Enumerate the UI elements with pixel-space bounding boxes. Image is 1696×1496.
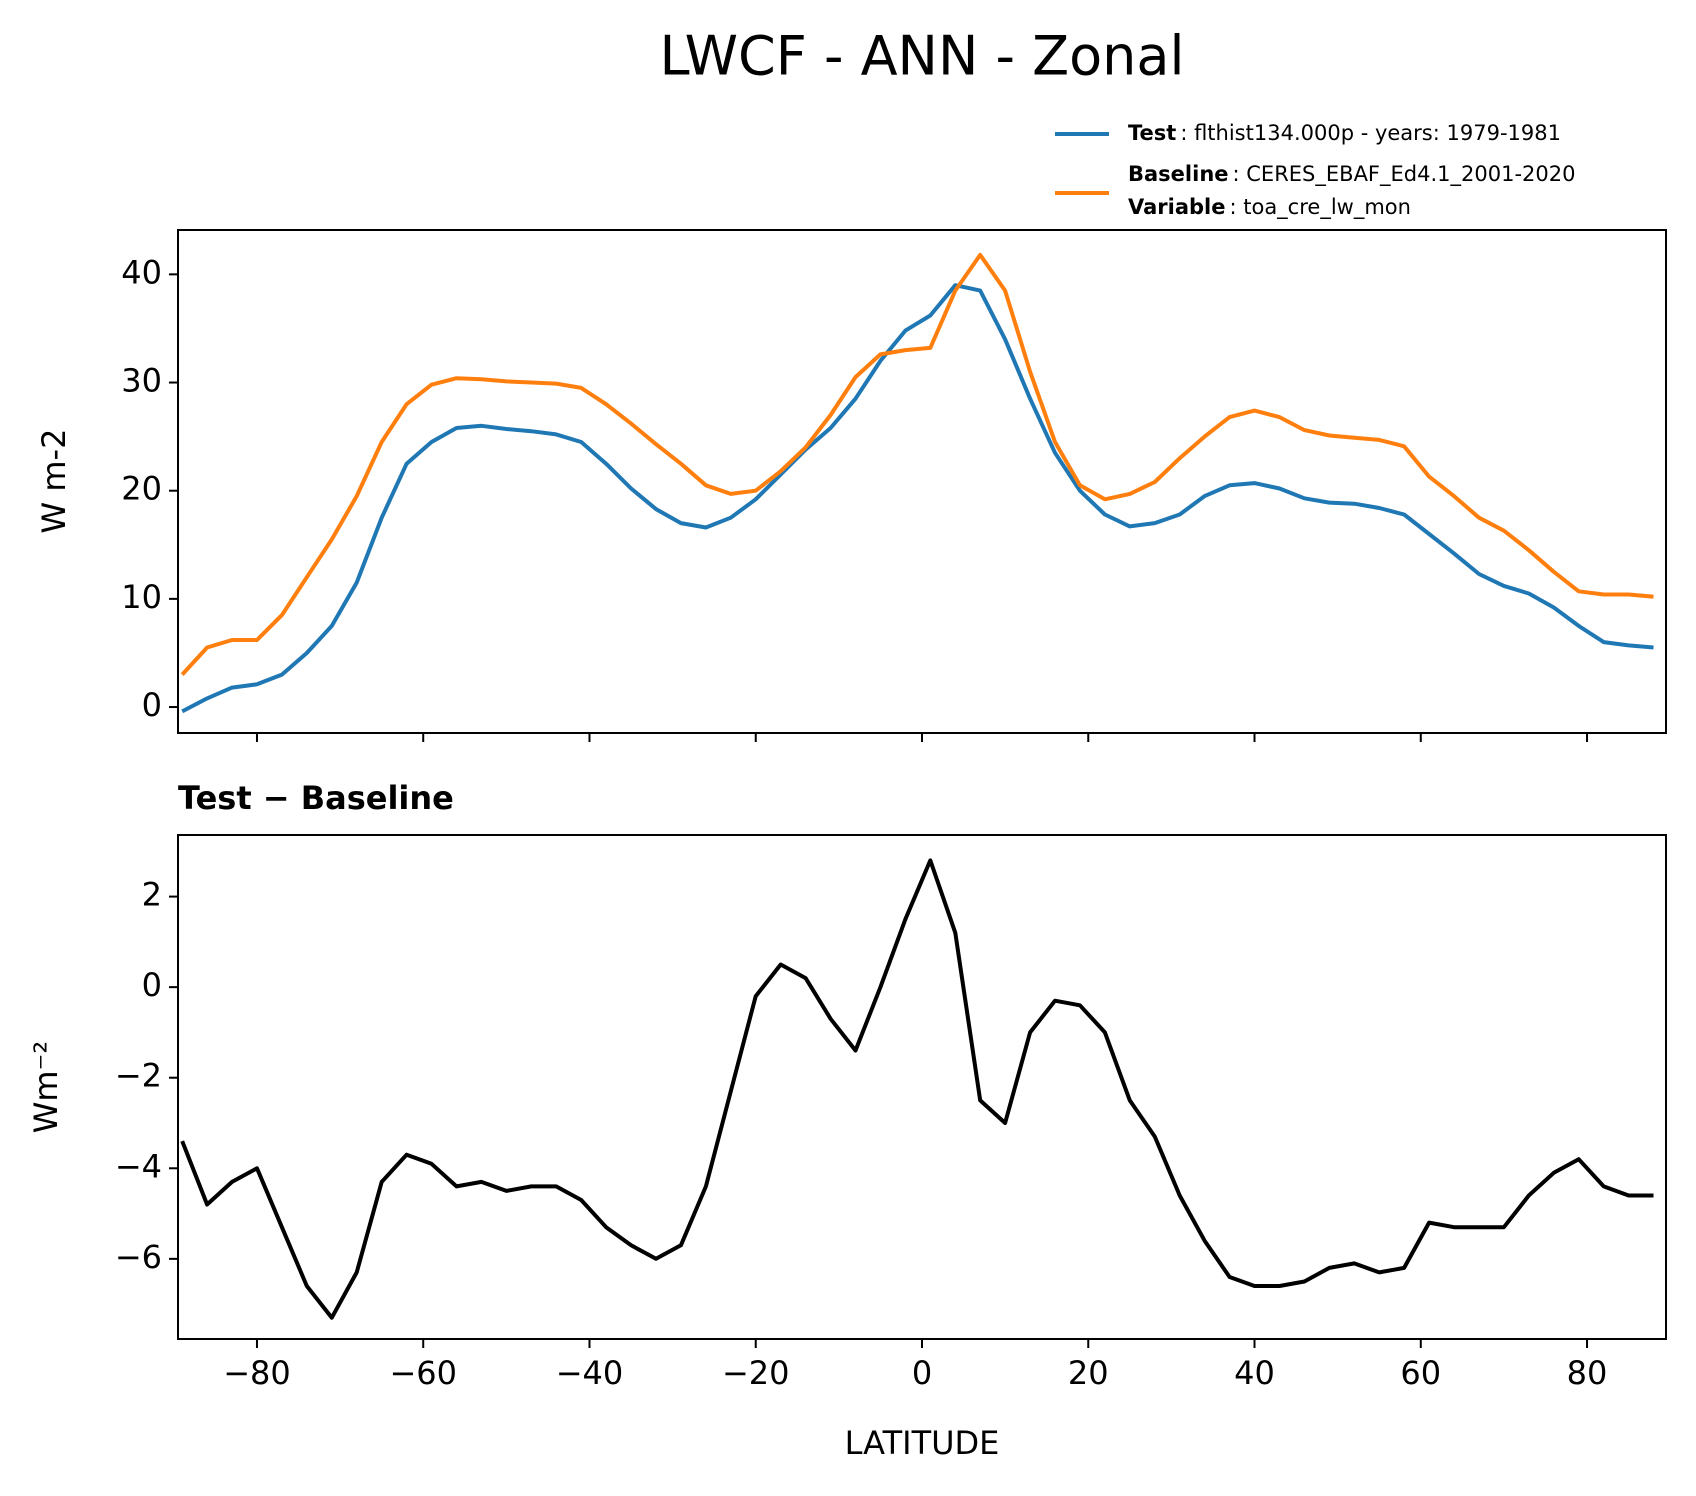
x-tick-label: −20 <box>722 1354 790 1392</box>
legend-name: Variable <box>1128 195 1225 219</box>
legend-entry: Test: flthist134.000p - years: 1979-1981 <box>1128 121 1561 145</box>
y-tick-label: −2 <box>115 1057 162 1095</box>
y-tick-label: 10 <box>121 578 162 616</box>
chart-title: LWCF - ANN - Zonal <box>660 25 1185 88</box>
legend-entry: Baseline: CERES_EBAF_Ed4.1_2001-2020 <box>1128 162 1575 187</box>
plot-frame <box>177 229 1667 734</box>
x-tick-label: −80 <box>223 1354 291 1392</box>
subplot-title: Test − Baseline <box>178 779 454 817</box>
y-tick-label: 30 <box>121 362 162 400</box>
x-tick-label: 20 <box>1068 1354 1109 1392</box>
y-tick-label: −6 <box>115 1238 162 1276</box>
legend-detail: : flthist134.000p - years: 1979-1981 <box>1180 121 1561 145</box>
legend-entry: Variable: toa_cre_lw_mon <box>1128 195 1411 220</box>
y-tick-label: −4 <box>115 1147 162 1185</box>
plot-frame <box>177 834 1667 1340</box>
y-tick-label: 0 <box>142 686 162 724</box>
y-tick-label: 20 <box>121 470 162 508</box>
x-tick-label: −60 <box>389 1354 457 1392</box>
y-tick-label: 0 <box>142 966 162 1004</box>
y-axis-label: Wm⁻² <box>27 1041 65 1134</box>
legend-name: Baseline <box>1128 162 1229 186</box>
data-line <box>180 858 1654 1320</box>
data-line <box>180 252 1654 676</box>
x-axis-label: LATITUDE <box>845 1424 1000 1462</box>
legend-name: Test <box>1128 121 1176 145</box>
y-tick-label: 40 <box>121 253 162 291</box>
data-line <box>181 283 1654 714</box>
x-tick-label: 40 <box>1234 1354 1275 1392</box>
x-tick-label: 60 <box>1400 1354 1441 1392</box>
x-tick-label: −40 <box>556 1354 624 1392</box>
legend-detail: : toa_cre_lw_mon <box>1229 195 1410 220</box>
y-tick-label: 2 <box>142 876 162 914</box>
x-tick-label: 0 <box>912 1354 932 1392</box>
legend-detail: : CERES_EBAF_Ed4.1_2001-2020 <box>1233 162 1576 187</box>
y-axis-label: W m-2 <box>35 429 73 534</box>
x-tick-label: 80 <box>1567 1354 1608 1392</box>
